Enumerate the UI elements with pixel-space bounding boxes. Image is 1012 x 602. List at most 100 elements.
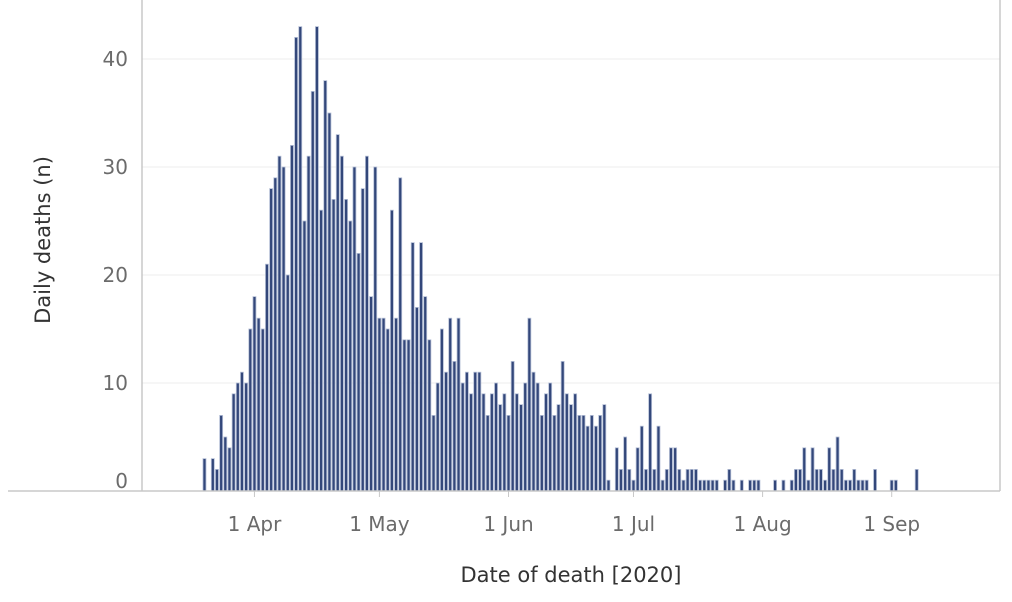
- bar: [335, 134, 340, 492]
- bar: [227, 447, 232, 492]
- bar: [414, 306, 419, 492]
- x-tick-label: 1 Apr: [228, 512, 282, 536]
- bar: [506, 414, 511, 492]
- bar: [739, 479, 744, 492]
- bar: [281, 166, 286, 492]
- bar: [652, 468, 657, 492]
- bar: [843, 479, 848, 492]
- bar: [831, 468, 836, 492]
- bar: [469, 393, 473, 492]
- y-axis-title: Daily deaths (n): [31, 156, 55, 324]
- bar: [277, 155, 282, 492]
- x-tick-label: 1 Aug: [734, 512, 792, 536]
- bar: [577, 414, 582, 492]
- bar: [210, 458, 215, 492]
- bar: [839, 468, 844, 492]
- bar: [569, 404, 573, 492]
- bar: [602, 404, 607, 492]
- bar: [327, 112, 332, 492]
- bar: [302, 220, 307, 492]
- bar: [377, 317, 382, 492]
- bar: [623, 436, 628, 492]
- bar: [369, 296, 373, 492]
- bar: [677, 468, 682, 492]
- bar: [664, 468, 669, 492]
- bar: [781, 479, 786, 492]
- bar: [402, 339, 407, 492]
- bar: [606, 479, 611, 492]
- bar: [456, 317, 461, 492]
- bar: [419, 242, 423, 492]
- bar: [448, 317, 453, 492]
- bar: [285, 274, 290, 492]
- bar: [827, 447, 832, 492]
- bar: [706, 479, 711, 492]
- bar: [485, 414, 490, 492]
- bar: [435, 382, 440, 492]
- bar: [856, 479, 861, 492]
- bar: [498, 404, 503, 492]
- bar: [315, 26, 319, 492]
- bar: [240, 371, 244, 492]
- bars: [202, 26, 919, 492]
- bar: [589, 414, 594, 492]
- bar: [564, 393, 569, 492]
- bar: [235, 382, 240, 492]
- bar: [864, 479, 869, 492]
- bar: [389, 209, 394, 492]
- bar: [619, 468, 623, 492]
- bar: [331, 198, 336, 492]
- bar: [806, 479, 811, 492]
- bar: [794, 468, 798, 492]
- y-tick-label: 30: [103, 155, 128, 179]
- bar: [252, 296, 257, 492]
- bar: [656, 425, 661, 492]
- y-tick-label: 20: [103, 263, 128, 287]
- bar: [523, 382, 528, 492]
- bar: [348, 220, 353, 492]
- bar: [464, 371, 469, 492]
- bar: [689, 468, 694, 492]
- bar: [802, 447, 807, 492]
- bar: [310, 91, 315, 492]
- bar: [635, 447, 640, 492]
- bar: [365, 155, 369, 492]
- bar: [290, 144, 294, 492]
- bar: [219, 414, 224, 492]
- bar: [373, 166, 378, 492]
- bar: [702, 479, 707, 492]
- bar: [539, 414, 544, 492]
- bar: [835, 436, 840, 492]
- bar: [460, 382, 465, 492]
- bar: [585, 425, 590, 492]
- bar: [694, 468, 698, 492]
- bar: [514, 393, 519, 492]
- bar: [481, 393, 486, 492]
- bar: [789, 479, 794, 492]
- bar: [627, 468, 632, 492]
- bar: [256, 317, 261, 492]
- bar: [631, 479, 636, 492]
- bar: [535, 382, 540, 492]
- bar: [581, 414, 586, 492]
- bar: [381, 317, 386, 492]
- bar: [431, 414, 436, 492]
- bar: [398, 177, 403, 492]
- bar: [660, 479, 665, 492]
- bar: [244, 382, 249, 492]
- bar: [502, 393, 507, 492]
- bar: [231, 393, 236, 492]
- bar: [548, 382, 553, 492]
- bar: [352, 166, 357, 492]
- bar: [727, 468, 732, 492]
- bar: [319, 209, 324, 492]
- bar: [731, 479, 736, 492]
- bar: [410, 242, 415, 492]
- bar: [544, 393, 548, 492]
- bar: [323, 80, 328, 492]
- bar: [848, 479, 852, 492]
- bar: [723, 479, 728, 492]
- bar: [439, 328, 444, 492]
- bar: [685, 468, 690, 492]
